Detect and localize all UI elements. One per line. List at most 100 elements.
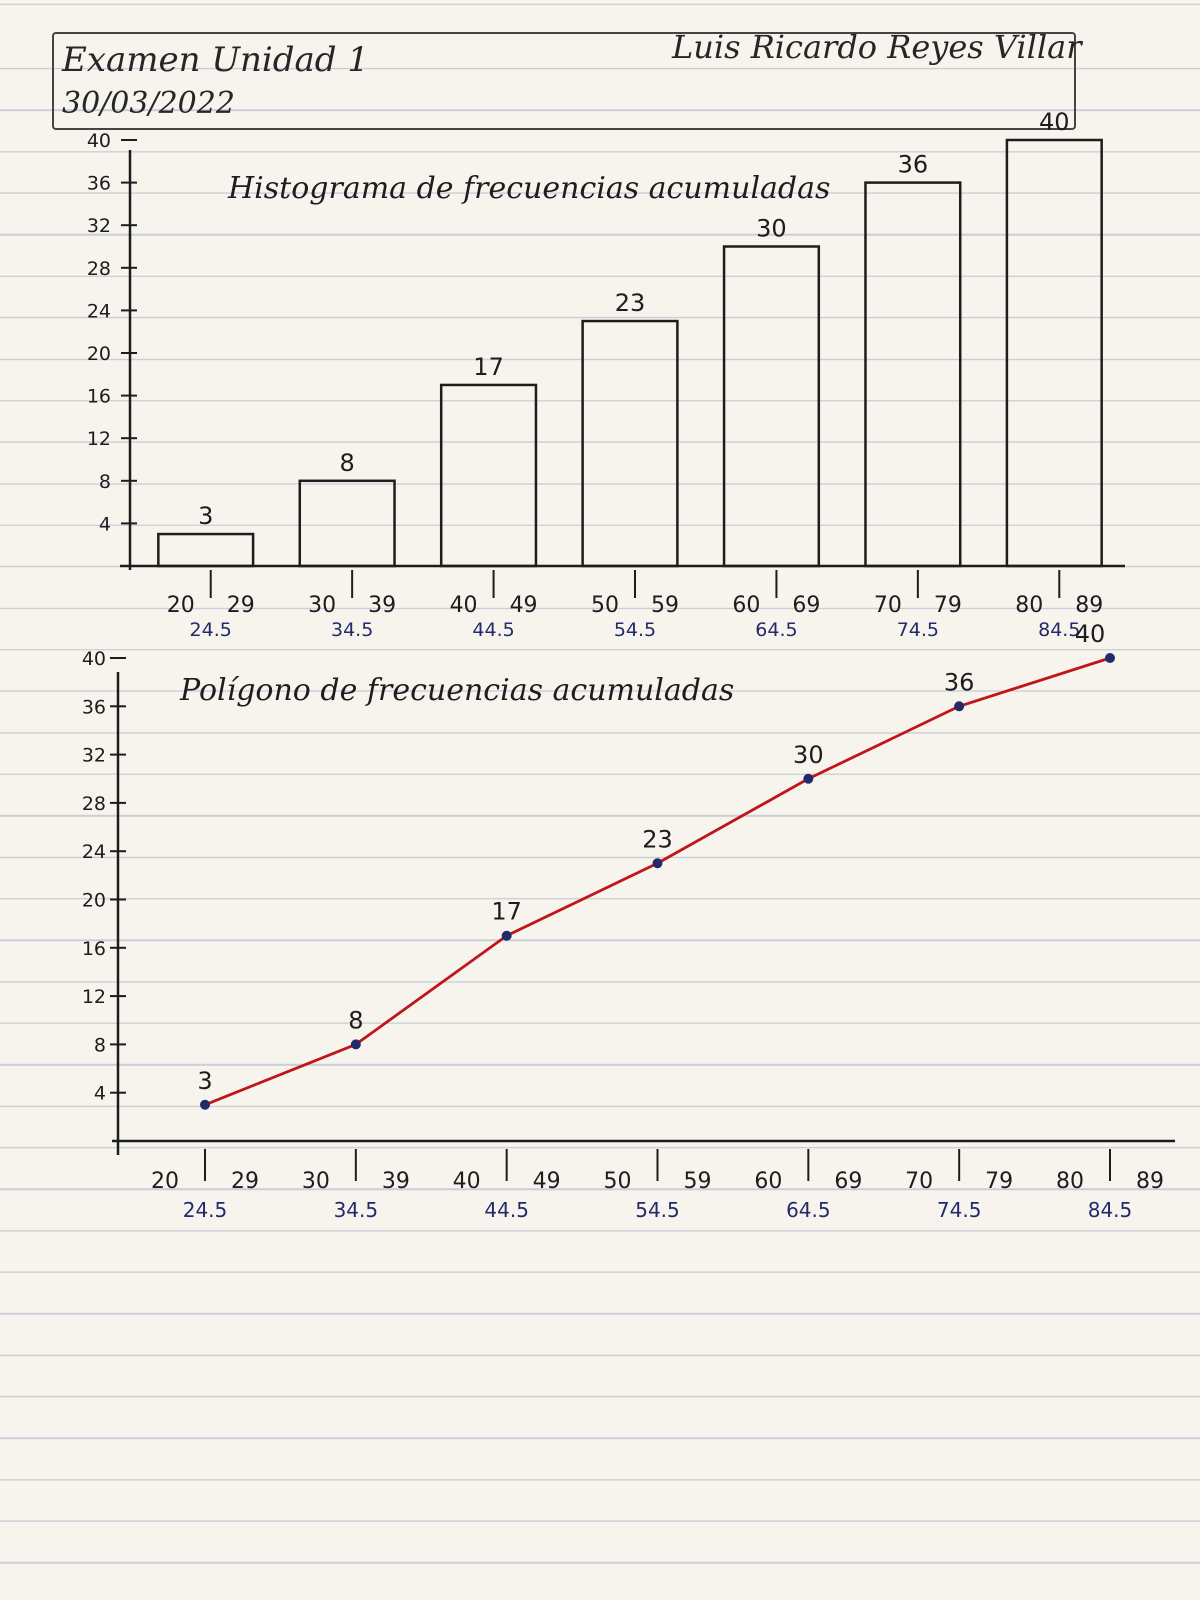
class-midpoint-label: 54.5 xyxy=(635,1198,680,1222)
polygon-point xyxy=(350,1039,361,1050)
class-lower-limit: 60 xyxy=(754,1169,782,1194)
polygon-title: Polígono de frecuencias acumuladas xyxy=(179,673,734,708)
point-data-label: 23 xyxy=(642,825,673,853)
student-name: Luis Ricardo Reyes Villar xyxy=(672,28,1082,66)
y-tick-label: 36 xyxy=(82,696,106,718)
polygon-point xyxy=(652,858,663,869)
y-tick-label: 8 xyxy=(99,471,111,493)
point-data-label: 30 xyxy=(793,741,824,769)
class-upper-limit: 69 xyxy=(834,1169,862,1194)
class-lower-limit: 20 xyxy=(167,593,195,618)
y-tick-label: 28 xyxy=(82,793,106,815)
y-tick-label: 16 xyxy=(87,386,111,408)
class-lower-limit: 20 xyxy=(151,1169,179,1194)
y-tick-label: 8 xyxy=(94,1034,106,1056)
polygon-point xyxy=(1105,653,1115,663)
y-tick-label: 24 xyxy=(82,841,106,863)
class-upper-limit: 39 xyxy=(382,1169,410,1194)
y-tick-label: 36 xyxy=(87,173,111,195)
exam-title: Examen Unidad 1 xyxy=(62,40,369,80)
class-midpoint-label: 44.5 xyxy=(472,619,514,641)
y-tick-label: 4 xyxy=(94,1083,106,1105)
bar-data-label: 30 xyxy=(756,215,787,243)
class-upper-limit: 89 xyxy=(1075,593,1103,618)
histogram-bar xyxy=(722,245,821,568)
y-tick-label: 28 xyxy=(87,258,111,280)
point-data-label: 17 xyxy=(491,898,522,926)
point-data-label: 8 xyxy=(348,1006,363,1034)
histogram-bar xyxy=(1005,138,1103,568)
bar-data-label: 17 xyxy=(473,353,504,381)
class-midpoint-label: 24.5 xyxy=(183,1198,228,1222)
class-upper-limit: 79 xyxy=(985,1169,1013,1194)
class-midpoint-label: 44.5 xyxy=(484,1198,529,1222)
class-lower-limit: 60 xyxy=(732,593,760,618)
class-upper-limit: 89 xyxy=(1136,1169,1164,1194)
y-tick-label: 12 xyxy=(87,428,111,450)
bar-data-label: 36 xyxy=(898,151,929,179)
header-frame xyxy=(52,32,1076,130)
class-lower-limit: 40 xyxy=(453,1169,481,1194)
polygon-point xyxy=(501,930,512,941)
class-midpoint-label: 74.5 xyxy=(937,1198,982,1222)
y-tick-label: 16 xyxy=(82,938,106,960)
polygon-point xyxy=(200,1099,210,1110)
class-midpoint-label: 24.5 xyxy=(190,619,232,641)
exam-date: 30/03/2022 xyxy=(62,86,235,121)
bar-data-label: 3 xyxy=(198,502,213,530)
y-tick-label: 4 xyxy=(99,513,111,535)
histogram-chart: Histograma de frecuencias acumuladas 4 8 1… xyxy=(87,108,1125,641)
point-data-label: 3 xyxy=(197,1067,212,1095)
class-upper-limit: 49 xyxy=(533,1169,561,1194)
y-tick-label: 20 xyxy=(82,890,106,912)
class-upper-limit: 29 xyxy=(227,593,255,618)
histogram-bar xyxy=(439,383,538,568)
histogram-bar xyxy=(864,181,962,568)
bar-data-label: 40 xyxy=(1039,108,1070,136)
class-lower-limit: 80 xyxy=(1015,593,1043,618)
class-midpoint-label: 54.5 xyxy=(614,619,656,641)
y-tick-label: 40 xyxy=(82,648,106,670)
class-lower-limit: 30 xyxy=(308,593,336,618)
bar-data-label: 8 xyxy=(340,449,355,477)
class-upper-limit: 79 xyxy=(934,593,962,618)
histogram-bar xyxy=(581,319,679,568)
class-midpoint-label: 84.5 xyxy=(1088,1198,1133,1222)
bar-data-label: 23 xyxy=(615,289,646,317)
class-lower-limit: 80 xyxy=(1056,1169,1084,1194)
class-lower-limit: 50 xyxy=(591,593,619,618)
class-lower-limit: 30 xyxy=(302,1169,330,1194)
histogram-title: Histograma de frecuencias acumuladas xyxy=(227,171,830,206)
point-data-label: 40 xyxy=(1075,620,1106,648)
class-lower-limit: 70 xyxy=(874,593,902,618)
class-upper-limit: 69 xyxy=(792,593,820,618)
y-tick-label: 32 xyxy=(87,215,111,237)
polygon-point xyxy=(954,701,965,712)
class-midpoint-label: 74.5 xyxy=(897,619,939,641)
y-tick-label: 24 xyxy=(87,300,111,322)
class-upper-limit: 29 xyxy=(231,1169,259,1194)
histogram-bar xyxy=(157,532,255,568)
class-upper-limit: 39 xyxy=(368,593,396,618)
polygon-series-line xyxy=(204,656,1111,1107)
y-tick-label: 40 xyxy=(87,130,111,152)
class-upper-limit: 59 xyxy=(651,593,679,618)
y-tick-label: 20 xyxy=(87,343,111,365)
point-data-label: 36 xyxy=(944,668,975,696)
class-lower-limit: 50 xyxy=(604,1169,632,1194)
class-lower-limit: 70 xyxy=(905,1169,933,1194)
class-lower-limit: 40 xyxy=(450,593,478,618)
polygon-point xyxy=(803,773,814,784)
class-upper-limit: 59 xyxy=(684,1169,712,1194)
y-tick-label: 32 xyxy=(82,745,106,767)
class-upper-limit: 49 xyxy=(510,593,538,618)
class-midpoint-label: 64.5 xyxy=(786,1198,831,1222)
class-midpoint-label: 84.5 xyxy=(1038,619,1080,641)
y-tick-label: 12 xyxy=(82,986,106,1008)
histogram-bar xyxy=(298,479,396,568)
class-midpoint-label: 34.5 xyxy=(334,1198,379,1222)
class-midpoint-label: 64.5 xyxy=(755,619,797,641)
class-midpoint-label: 34.5 xyxy=(331,619,373,641)
